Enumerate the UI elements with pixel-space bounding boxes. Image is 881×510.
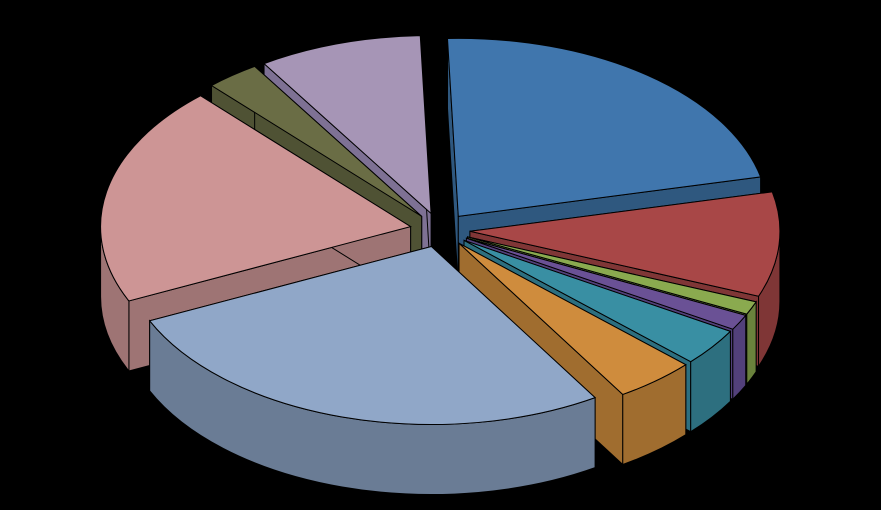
exploded-3d-pie-chart [0,0,881,510]
pie-slice-outer-wall [747,302,756,384]
